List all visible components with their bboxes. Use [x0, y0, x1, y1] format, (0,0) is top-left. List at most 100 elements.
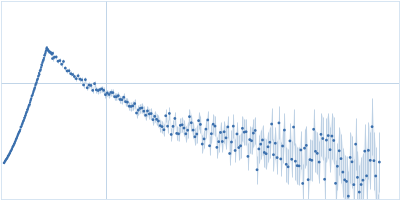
Point [42, 54, 48, 57]
Point [141, 110, 147, 113]
Point [290, 125, 297, 129]
Point [117, 98, 123, 101]
Point [338, 157, 344, 160]
Point [320, 137, 326, 140]
Point [44, 48, 51, 52]
Point [294, 164, 300, 167]
Point [157, 124, 164, 127]
Point [24, 108, 31, 111]
Point [31, 87, 38, 90]
Point [90, 89, 96, 92]
Point [5, 154, 12, 157]
Point [250, 132, 256, 135]
Point [236, 146, 242, 149]
Point [376, 160, 382, 164]
Point [19, 122, 26, 125]
Point [78, 78, 85, 81]
Point [14, 133, 21, 137]
Point [330, 139, 337, 142]
Point [22, 116, 28, 119]
Point [192, 135, 198, 138]
Point [25, 105, 32, 108]
Point [372, 174, 379, 178]
Point [16, 130, 23, 133]
Point [16, 130, 22, 134]
Point [44, 46, 50, 49]
Point [12, 140, 18, 143]
Point [237, 144, 244, 147]
Point [48, 53, 55, 56]
Point [49, 52, 56, 55]
Point [29, 93, 36, 97]
Point [292, 160, 298, 163]
Point [45, 48, 51, 51]
Point [6, 153, 12, 156]
Point [9, 146, 16, 149]
Point [28, 97, 34, 100]
Point [18, 125, 24, 129]
Point [281, 128, 288, 132]
Point [22, 114, 28, 118]
Point [6, 152, 13, 155]
Point [139, 106, 145, 110]
Point [36, 71, 42, 75]
Point [21, 116, 28, 120]
Point [248, 139, 255, 142]
Point [34, 78, 40, 81]
Point [254, 168, 260, 171]
Point [342, 178, 348, 181]
Point [42, 52, 48, 55]
Point [11, 142, 18, 145]
Point [99, 87, 105, 90]
Point [175, 132, 182, 135]
Point [15, 131, 22, 135]
Point [172, 117, 178, 120]
Point [49, 57, 56, 60]
Point [301, 147, 308, 150]
Point [261, 151, 268, 154]
Point [132, 102, 138, 105]
Point [62, 66, 68, 70]
Point [159, 125, 165, 128]
Point [190, 128, 196, 132]
Point [265, 145, 271, 148]
Point [241, 131, 248, 134]
Point [27, 99, 34, 102]
Point [126, 105, 132, 108]
Point [321, 178, 328, 181]
Point [152, 115, 158, 118]
Point [8, 149, 14, 152]
Point [46, 50, 52, 53]
Point [4, 157, 10, 160]
Point [32, 86, 38, 89]
Point [6, 154, 12, 157]
Point [13, 137, 20, 140]
Point [354, 176, 361, 179]
Point [161, 128, 167, 131]
Point [28, 98, 34, 101]
Point [24, 110, 30, 113]
Point [278, 157, 284, 161]
Point [1, 161, 8, 164]
Point [44, 47, 50, 51]
Point [71, 75, 78, 78]
Point [307, 158, 313, 161]
Point [310, 128, 317, 131]
Point [106, 93, 112, 96]
Point [349, 160, 355, 163]
Point [40, 60, 46, 63]
Point [86, 83, 92, 87]
Point [35, 75, 42, 78]
Point [170, 125, 176, 128]
Point [128, 105, 134, 108]
Point [336, 149, 342, 152]
Point [203, 128, 209, 131]
Point [197, 123, 204, 126]
Point [110, 91, 116, 94]
Point [8, 148, 15, 151]
Point [30, 89, 37, 92]
Point [177, 124, 184, 127]
Point [7, 151, 13, 155]
Point [232, 149, 238, 152]
Point [296, 164, 302, 168]
